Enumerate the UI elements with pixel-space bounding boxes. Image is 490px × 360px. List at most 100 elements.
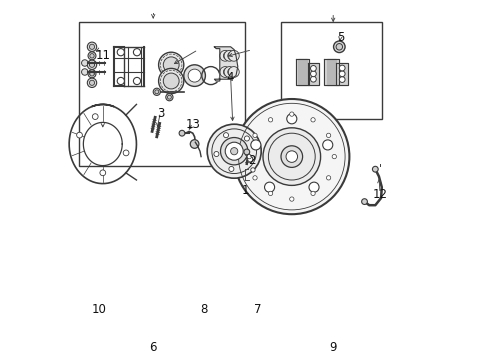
Circle shape [229, 166, 234, 171]
Circle shape [117, 49, 124, 56]
Circle shape [87, 60, 97, 69]
Circle shape [223, 68, 231, 76]
Circle shape [234, 99, 349, 214]
Circle shape [133, 49, 141, 56]
Polygon shape [215, 47, 238, 81]
Bar [281, 22, 382, 119]
Circle shape [332, 154, 337, 159]
Circle shape [90, 54, 94, 58]
Circle shape [166, 94, 173, 101]
Circle shape [155, 90, 159, 94]
Circle shape [311, 76, 316, 82]
Text: 7: 7 [254, 303, 261, 316]
Circle shape [88, 70, 96, 78]
Text: 10: 10 [92, 303, 107, 316]
Circle shape [287, 114, 297, 124]
Polygon shape [296, 59, 310, 85]
Text: 2: 2 [248, 154, 256, 167]
Circle shape [265, 182, 274, 192]
Circle shape [251, 168, 255, 172]
Circle shape [90, 72, 94, 76]
Text: 12: 12 [372, 188, 388, 201]
Text: 9: 9 [329, 341, 337, 354]
Circle shape [339, 65, 345, 71]
Polygon shape [327, 59, 336, 85]
Circle shape [339, 77, 345, 82]
Circle shape [245, 136, 249, 141]
Circle shape [159, 52, 184, 77]
Circle shape [269, 118, 273, 122]
Circle shape [90, 44, 95, 49]
Bar [79, 22, 245, 166]
Circle shape [228, 52, 236, 60]
Circle shape [251, 140, 261, 150]
Circle shape [334, 41, 345, 53]
Circle shape [81, 69, 88, 75]
Circle shape [76, 132, 82, 138]
Circle shape [281, 146, 303, 167]
Polygon shape [298, 59, 307, 85]
Circle shape [220, 138, 248, 165]
Circle shape [339, 71, 345, 77]
Circle shape [153, 88, 160, 95]
Circle shape [290, 112, 294, 116]
Circle shape [179, 130, 185, 136]
Circle shape [81, 60, 88, 66]
Circle shape [214, 152, 219, 157]
Circle shape [309, 182, 319, 192]
Circle shape [323, 140, 333, 150]
Circle shape [228, 50, 239, 61]
Circle shape [123, 150, 129, 156]
Polygon shape [308, 63, 319, 85]
Text: 4: 4 [227, 71, 234, 84]
Circle shape [244, 149, 250, 155]
Circle shape [362, 199, 368, 204]
Circle shape [263, 128, 320, 185]
Circle shape [87, 78, 97, 87]
Text: 11: 11 [95, 49, 110, 62]
Circle shape [231, 148, 238, 155]
Circle shape [184, 65, 205, 86]
Circle shape [190, 140, 199, 148]
Circle shape [220, 50, 231, 61]
Circle shape [100, 170, 106, 176]
Circle shape [117, 77, 124, 85]
Circle shape [92, 114, 98, 120]
Circle shape [372, 166, 378, 172]
Circle shape [326, 176, 331, 180]
Circle shape [290, 197, 294, 201]
Text: 5: 5 [337, 31, 344, 44]
Text: 6: 6 [149, 341, 157, 354]
Text: 3: 3 [157, 107, 164, 120]
Circle shape [228, 67, 239, 77]
Circle shape [248, 157, 253, 162]
Circle shape [133, 77, 141, 85]
Circle shape [163, 57, 179, 73]
Circle shape [225, 142, 243, 160]
Text: 8: 8 [200, 303, 207, 316]
Circle shape [311, 118, 315, 122]
Circle shape [224, 67, 235, 77]
Text: 13: 13 [185, 118, 200, 131]
Circle shape [188, 69, 201, 82]
Circle shape [159, 68, 184, 94]
Polygon shape [324, 59, 339, 85]
Circle shape [168, 95, 172, 99]
Circle shape [87, 42, 97, 51]
Circle shape [326, 133, 331, 138]
Text: 1: 1 [241, 184, 249, 197]
Circle shape [223, 52, 231, 60]
Circle shape [247, 154, 251, 159]
Circle shape [269, 191, 273, 195]
Circle shape [207, 124, 261, 178]
Circle shape [253, 176, 257, 180]
Circle shape [224, 50, 235, 61]
Circle shape [228, 68, 236, 76]
Polygon shape [337, 63, 348, 85]
Circle shape [90, 80, 95, 85]
Circle shape [220, 67, 231, 77]
Circle shape [336, 44, 343, 50]
Circle shape [163, 73, 179, 89]
Circle shape [253, 133, 257, 138]
Circle shape [286, 151, 297, 162]
